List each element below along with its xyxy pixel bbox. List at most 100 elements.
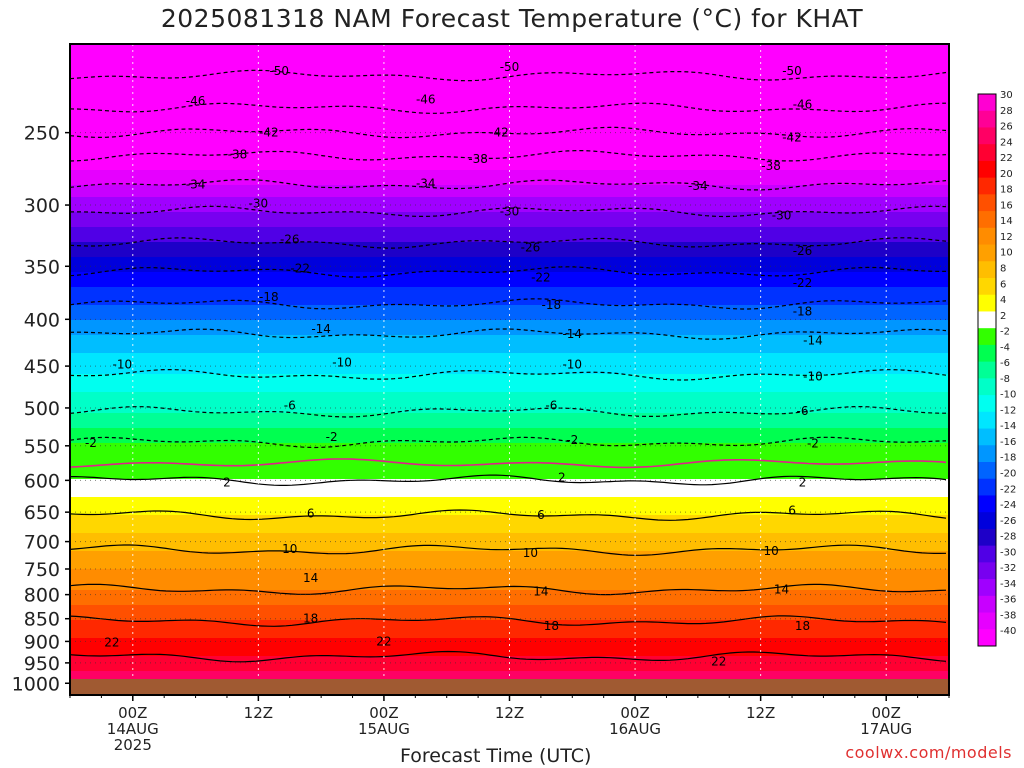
colorbar-label: -6 [1000, 358, 1010, 369]
grid-lines [70, 44, 949, 695]
temperature-band [70, 239, 949, 243]
contour-label: 6 [537, 508, 545, 522]
temperature-band [70, 341, 949, 345]
colorbar-label: 18 [1000, 185, 1013, 196]
credit-text: coolwx.com/models [845, 743, 1012, 762]
temperature-band [70, 125, 949, 129]
y-tick-label: 550 [24, 436, 60, 458]
contour-label: 22 [376, 634, 391, 648]
contour-label: -46 [186, 94, 206, 108]
contour-label: 14 [303, 571, 318, 585]
contour-label: -10 [562, 357, 582, 371]
colorbar-swatch [978, 227, 996, 246]
temperature-band [70, 149, 949, 153]
y-tick-label: 900 [24, 631, 60, 653]
temperature-band [70, 371, 949, 375]
x-tick-label: 00Z [620, 704, 649, 722]
y-tick-label: 1000 [12, 673, 60, 695]
temperature-band [70, 53, 949, 57]
temperature-band [70, 377, 949, 381]
x-tick-label: 00Z [369, 704, 398, 722]
temperature-band [70, 113, 949, 117]
y-tick-label: 950 [24, 653, 60, 675]
colorbar-swatch [978, 395, 996, 413]
contour-label: 6 [788, 503, 796, 517]
contour-label: 18 [795, 619, 810, 633]
colorbar-swatch [978, 94, 996, 112]
temperature-band [70, 611, 949, 615]
colorbar-label: 28 [1000, 106, 1013, 117]
colorbar-label: -4 [1000, 342, 1010, 353]
temperature-band [70, 317, 949, 321]
colorbar-label: -28 [1000, 532, 1016, 543]
temperature-band [70, 365, 949, 369]
contour-label: -50 [500, 60, 520, 74]
colorbar-label: 4 [1000, 295, 1006, 306]
colorbar-swatch [978, 311, 996, 329]
colorbar-swatch [978, 411, 996, 430]
contour-label: -30 [249, 197, 269, 211]
contour-label: -42 [489, 126, 509, 140]
isotherm-line [70, 474, 947, 486]
colorbar-swatch [978, 495, 996, 513]
contour-label: -26 [280, 232, 300, 246]
chart-title: 2025081318 NAM Forecast Temperature (°C)… [160, 4, 864, 33]
colorbar-label: 30 [1000, 90, 1013, 101]
contour-label: -42 [259, 126, 279, 140]
temperature-band [70, 419, 949, 423]
colorbar-swatch [978, 110, 996, 128]
contour-label: -2 [326, 430, 338, 444]
colorbar-label: -2 [1000, 327, 1010, 338]
isotherm-line [69, 509, 947, 521]
colorbar-label: -34 [1000, 579, 1016, 590]
colorbar-label: 20 [1000, 169, 1013, 180]
x-tick-label: 12Z [746, 704, 775, 722]
y-tick-label: 850 [24, 609, 60, 631]
temperature-band [70, 281, 949, 285]
isotherm-line [69, 650, 947, 663]
contour-label: -18 [793, 304, 813, 318]
temperature-band [70, 89, 949, 93]
temperature-band [70, 599, 949, 603]
colorbar-swatch [978, 595, 996, 614]
colorbar-label: -32 [1000, 563, 1016, 574]
x-tick-label: 15AUG [358, 720, 410, 738]
colorbar-label: 24 [1000, 137, 1013, 148]
temperature-band [70, 455, 949, 459]
temperature-band [70, 545, 949, 549]
temperature-band [70, 449, 949, 453]
contour-label: -10 [332, 356, 352, 370]
temperature-band [70, 425, 949, 429]
colorbar-swatch [978, 177, 996, 195]
temperature-band [70, 311, 949, 315]
temperature-band [70, 563, 949, 567]
contour-label: -50 [782, 64, 802, 78]
temperature-band [70, 179, 949, 183]
temperature-band [70, 383, 949, 387]
contour-label: -38 [761, 159, 781, 173]
contour-label: -14 [311, 322, 331, 336]
colorbar-swatch [978, 344, 996, 363]
temperature-band [70, 329, 949, 333]
freezing-line [69, 458, 947, 469]
temperature-band [70, 665, 949, 669]
colorbar: 30 28 26 24 22 20 18 16 14 12 10 8 6 4 2 -2 -4 -6 -8 -10 -12… [977, 90, 1016, 647]
ground-strip [70, 679, 949, 695]
contour-label: -22 [290, 262, 310, 276]
colorbar-swatch [978, 512, 996, 530]
y-tick-label: 250 [24, 123, 60, 145]
temperature-band [70, 437, 949, 441]
contour-label: -2 [85, 436, 97, 450]
temperature-band [70, 227, 949, 231]
y-axis: 2503003504004505005506006507007508008509… [12, 123, 70, 695]
colorbar-swatch [978, 278, 996, 296]
temperature-band [70, 233, 949, 237]
temperature-band [70, 107, 949, 111]
colorbar-label: -18 [1000, 453, 1016, 464]
contour-label: -22 [793, 276, 813, 290]
temperature-band [70, 65, 949, 69]
colorbar-swatch [978, 194, 996, 212]
temperature-band [70, 59, 949, 63]
